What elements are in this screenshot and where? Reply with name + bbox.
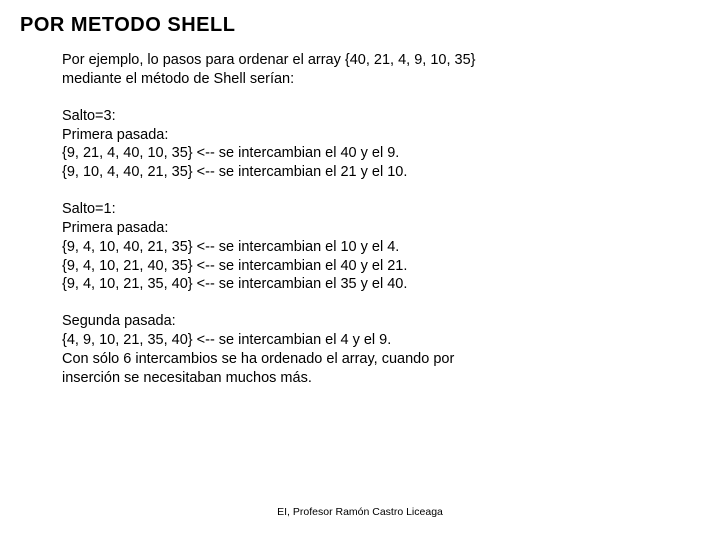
text-line: inserción se necesitaban muchos más. <box>62 369 622 388</box>
text-line: {9, 10, 4, 40, 21, 35} <-- se intercambi… <box>62 163 622 182</box>
intro-paragraph: Por ejemplo, lo pasos para ordenar el ar… <box>62 51 622 89</box>
text-line: Salto=3: <box>62 107 622 126</box>
content-body: Por ejemplo, lo pasos para ordenar el ar… <box>0 37 720 388</box>
segunda-block: Segunda pasada: {4, 9, 10, 21, 35, 40} <… <box>62 312 622 387</box>
salto1-block: Salto=1: Primera pasada: {9, 4, 10, 40, … <box>62 200 622 294</box>
text-line: {4, 9, 10, 21, 35, 40} <-- se intercambi… <box>62 331 622 350</box>
text-line: {9, 21, 4, 40, 10, 35} <-- se intercambi… <box>62 144 622 163</box>
text-line: Salto=1: <box>62 200 622 219</box>
text-line: Primera pasada: <box>62 126 622 145</box>
text-line: Por ejemplo, lo pasos para ordenar el ar… <box>62 51 622 70</box>
text-line: mediante el método de Shell serían: <box>62 70 622 89</box>
salto3-block: Salto=3: Primera pasada: {9, 21, 4, 40, … <box>62 107 622 182</box>
text-line: Primera pasada: <box>62 219 622 238</box>
page-title: POR METODO SHELL <box>0 0 720 37</box>
footer-text: EI, Profesor Ramón Castro Liceaga <box>0 506 720 518</box>
text-line: {9, 4, 10, 21, 35, 40} <-- se intercambi… <box>62 275 622 294</box>
text-line: Segunda pasada: <box>62 312 622 331</box>
text-line: Con sólo 6 intercambios se ha ordenado e… <box>62 350 622 369</box>
text-line: {9, 4, 10, 40, 21, 35} <-- se intercambi… <box>62 238 622 257</box>
text-line: {9, 4, 10, 21, 40, 35} <-- se intercambi… <box>62 257 622 276</box>
